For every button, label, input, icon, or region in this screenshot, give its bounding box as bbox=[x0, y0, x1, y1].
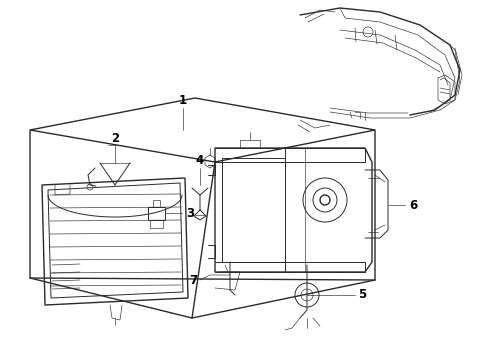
Text: 1: 1 bbox=[179, 94, 187, 107]
Text: 6: 6 bbox=[409, 198, 417, 212]
Text: 2: 2 bbox=[111, 131, 119, 144]
Text: 3: 3 bbox=[186, 207, 194, 220]
Text: 4: 4 bbox=[196, 153, 204, 166]
Text: 7: 7 bbox=[189, 274, 197, 287]
Text: 5: 5 bbox=[358, 288, 366, 302]
